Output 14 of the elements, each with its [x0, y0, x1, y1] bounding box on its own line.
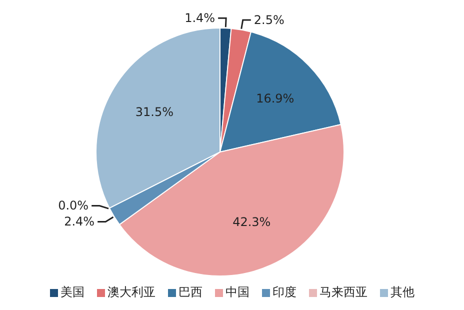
legend-label: 马来西亚 [318, 284, 368, 301]
data-label: 1.4% [184, 11, 216, 26]
data-label: 16.9% [256, 91, 294, 106]
text: 0.0% [58, 198, 89, 213]
legend-label: 其他 [390, 284, 414, 301]
legend-label: 印度 [272, 284, 296, 301]
legend-label: 澳大利亚 [106, 284, 156, 301]
data-label: 42.3% [232, 215, 271, 230]
legend-label: 美国 [60, 284, 84, 301]
data-label: 2.4% [64, 214, 95, 229]
legend-label: 巴西 [178, 284, 202, 301]
legend-label: 中国 [224, 284, 250, 301]
data-label: 2.5% [254, 12, 284, 27]
data-label: 31.5% [135, 104, 174, 119]
